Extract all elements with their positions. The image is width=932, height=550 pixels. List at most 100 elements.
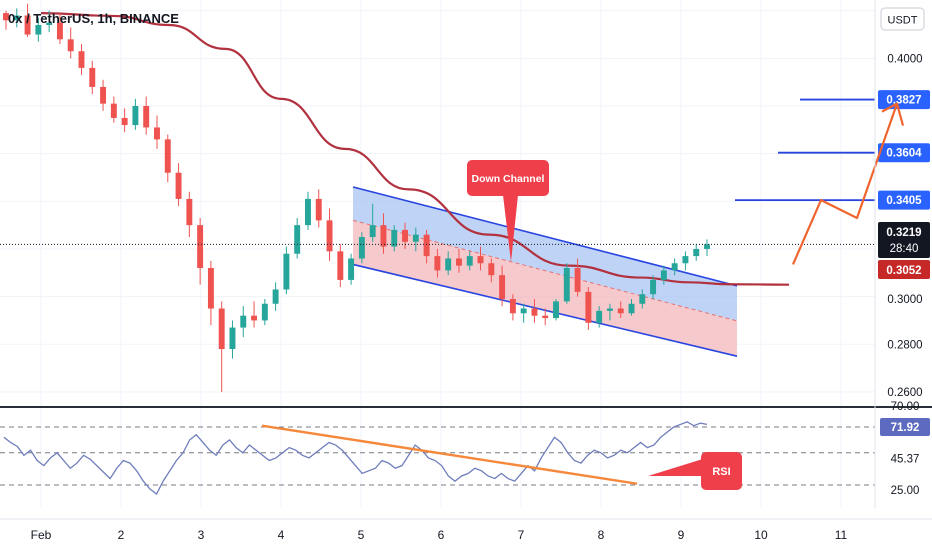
candle (455, 248, 462, 273)
candle (650, 275, 657, 299)
candle (380, 213, 387, 254)
candle (348, 253, 355, 285)
time-tick-label: 2 (118, 528, 125, 542)
candle (154, 115, 160, 149)
candle-body (78, 51, 85, 68)
projection-arrowhead (881, 102, 905, 126)
candle-body (563, 268, 570, 302)
currency-button[interactable]: USDT (880, 7, 925, 31)
candle-body (639, 294, 646, 304)
rsi-tick-label: 25.00 (891, 485, 920, 497)
candle (358, 232, 365, 264)
candle-body (628, 303, 635, 314)
level-label: 0.3827 (886, 95, 921, 107)
candle-body (434, 256, 441, 271)
candle-body (294, 225, 301, 254)
candle-body (110, 103, 117, 118)
rsi-current-value: 71.92 (891, 422, 920, 434)
candle (24, 3, 31, 37)
candle (121, 108, 128, 133)
rsi-trendline (261, 424, 638, 485)
candle (89, 60, 96, 95)
candle-body (89, 67, 96, 87)
candle (326, 208, 333, 261)
time-tick-label: 6 (438, 528, 445, 542)
time-tick-label: 5 (358, 528, 365, 542)
candle-body (197, 225, 204, 269)
candle (67, 27, 74, 59)
candle (585, 287, 592, 330)
candle-body (596, 310, 603, 323)
candle (553, 298, 559, 321)
rsi-tick-label: 70.00 (891, 401, 920, 413)
projection-arrow (791, 102, 905, 265)
candle (110, 96, 117, 123)
time-tick-label: 4 (278, 528, 285, 542)
candle (3, 10, 9, 30)
candle-body (466, 256, 473, 266)
candle (391, 225, 398, 252)
candle-body (704, 244, 710, 249)
candle (207, 260, 214, 326)
candle (542, 308, 549, 326)
candle-body (682, 256, 689, 264)
candle-body (218, 308, 225, 350)
moving-average (40, 12, 790, 286)
channel-lower-zone (353, 220, 737, 357)
candle-body (326, 220, 333, 252)
down-channel-label: Down Channel (472, 173, 545, 185)
candle-body (24, 15, 31, 35)
last-price-badge: 0.3219 28:40 (878, 222, 930, 258)
candle-body (154, 127, 160, 140)
ma-line (40, 12, 790, 286)
candle-body (132, 106, 139, 126)
rsi-callout: RSI (648, 452, 742, 490)
candle (315, 189, 322, 228)
candle (100, 79, 107, 111)
candle (434, 248, 441, 278)
price-tick-label: 0.4000 (887, 53, 922, 65)
candle-body (100, 86, 107, 104)
level-label: 0.3604 (886, 148, 922, 160)
candle-body (186, 198, 193, 226)
candle-body (617, 308, 624, 314)
rsi-current-badge: 71.92 (880, 418, 930, 436)
candle-body (693, 248, 700, 257)
candle (56, 13, 63, 45)
candle-body (283, 253, 290, 290)
candle-body (391, 229, 398, 247)
candle (251, 301, 258, 328)
candle (305, 191, 311, 230)
candle (660, 265, 667, 285)
candle (466, 251, 473, 271)
candle-body (520, 308, 527, 314)
candle (412, 227, 419, 252)
candle (132, 98, 139, 130)
candle-body (240, 315, 247, 328)
level-badge (878, 190, 930, 210)
candle (488, 258, 495, 283)
candle-body (3, 13, 9, 21)
candle-body (380, 225, 387, 247)
candle (337, 244, 344, 288)
candle (164, 134, 171, 183)
candle (531, 298, 538, 323)
candle-body (650, 279, 657, 295)
candle-body (402, 229, 408, 242)
symbol-title: 0x / TetherUS, 1h, BINANCE (8, 11, 179, 26)
projection-path (791, 103, 899, 265)
candle (197, 217, 204, 285)
candle (186, 191, 193, 238)
candle-body (207, 268, 214, 309)
candle-body (46, 22, 53, 26)
candle-body (56, 22, 63, 40)
rsi-tick-label: 45.37 (891, 454, 920, 466)
candle-body (143, 106, 150, 128)
candle (445, 251, 452, 276)
candle-body (272, 289, 279, 304)
candle-body (337, 251, 344, 280)
candle-body (164, 139, 171, 173)
candle (218, 301, 225, 392)
